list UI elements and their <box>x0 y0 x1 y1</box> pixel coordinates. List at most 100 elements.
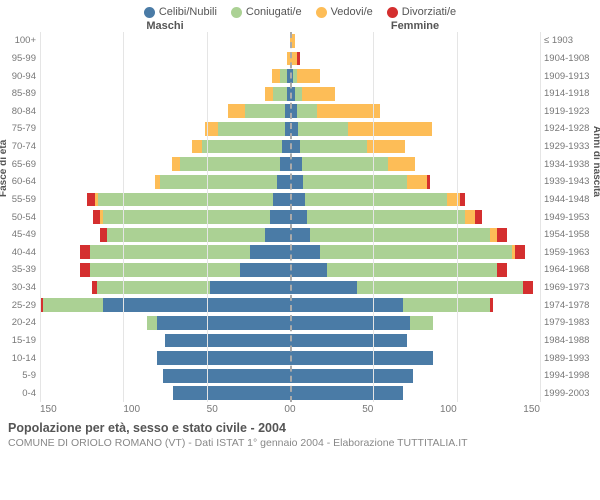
male-header: Maschi <box>0 20 290 32</box>
seg-widowed <box>272 69 280 83</box>
age-label: 15-19 <box>0 332 40 350</box>
bar-row <box>40 261 290 279</box>
legend: Celibi/NubiliConiugati/eVedovi/eDivorzia… <box>0 0 600 20</box>
year-label: 1949-1953 <box>540 208 600 226</box>
seg-widowed <box>388 157 415 171</box>
bar-row <box>290 314 540 332</box>
seg-married <box>147 316 157 330</box>
seg-married <box>43 298 103 312</box>
gender-headers: Maschi Femmine <box>0 20 600 32</box>
x-tick: 100 <box>123 404 140 415</box>
legend-label: Celibi/Nubili <box>159 6 217 18</box>
year-label: 1974-1978 <box>540 296 600 314</box>
seg-widowed <box>407 175 427 189</box>
seg-married <box>90 263 240 277</box>
legend-swatch <box>231 7 242 18</box>
seg-single <box>282 140 290 154</box>
seg-single <box>163 369 290 383</box>
seg-single <box>290 281 357 295</box>
bars-area <box>40 32 540 402</box>
seg-widowed <box>228 104 245 118</box>
bar-row <box>290 367 540 385</box>
bar-row <box>290 279 540 297</box>
age-label: 35-39 <box>0 261 40 279</box>
year-label: 1989-1993 <box>540 349 600 367</box>
seg-widowed <box>265 87 273 101</box>
bar-row <box>290 226 540 244</box>
seg-widowed <box>490 228 497 242</box>
seg-divorced <box>80 245 90 259</box>
bar-row <box>40 138 290 156</box>
year-label: 1909-1913 <box>540 67 600 85</box>
bar-row <box>40 120 290 138</box>
x-axis: 050100150 050100150 <box>40 404 540 415</box>
bar-row <box>290 67 540 85</box>
chart-subtitle: COMUNE DI ORIOLO ROMANO (VT) - Dati ISTA… <box>8 437 592 449</box>
seg-divorced <box>100 228 107 242</box>
bar-row <box>40 296 290 314</box>
grid-line <box>123 32 124 402</box>
seg-widowed <box>172 157 180 171</box>
year-label: 1904-1908 <box>540 50 600 68</box>
seg-single <box>210 281 290 295</box>
bar-row <box>40 85 290 103</box>
year-label: 1994-1998 <box>540 367 600 385</box>
legend-label: Vedovi/e <box>331 6 373 18</box>
bar-row <box>40 226 290 244</box>
year-label: 1919-1923 <box>540 103 600 121</box>
seg-widowed <box>465 210 475 224</box>
seg-married <box>180 157 280 171</box>
legend-item: Vedovi/e <box>316 6 373 18</box>
legend-item: Divorziati/e <box>387 6 456 18</box>
seg-widowed <box>297 69 320 83</box>
x-tick: 50 <box>362 404 373 415</box>
seg-single <box>290 386 403 400</box>
bar-row <box>290 191 540 209</box>
grid-line <box>540 32 541 402</box>
year-label: 1969-1973 <box>540 279 600 297</box>
bar-row <box>40 349 290 367</box>
seg-divorced <box>475 210 482 224</box>
year-axis: ≤ 19031904-19081909-19131914-19181919-19… <box>540 32 600 402</box>
bar-row <box>40 173 290 191</box>
seg-widowed <box>192 140 202 154</box>
seg-single <box>280 157 290 171</box>
seg-single <box>290 334 407 348</box>
seg-married <box>310 228 490 242</box>
bar-row <box>290 208 540 226</box>
bar-row <box>290 103 540 121</box>
seg-widowed <box>447 193 460 207</box>
seg-married <box>410 316 433 330</box>
seg-married <box>103 210 270 224</box>
seg-married <box>245 104 285 118</box>
seg-single <box>103 298 290 312</box>
age-label: 95-99 <box>0 50 40 68</box>
seg-married <box>307 210 465 224</box>
bar-row <box>290 32 540 50</box>
bar-row <box>40 367 290 385</box>
bar-row <box>40 208 290 226</box>
year-label: 1984-1988 <box>540 332 600 350</box>
seg-married <box>280 69 287 83</box>
bar-row <box>290 332 540 350</box>
grid-line <box>207 32 208 402</box>
seg-single <box>157 351 290 365</box>
seg-divorced <box>497 228 507 242</box>
seg-divorced <box>460 193 465 207</box>
year-label: 1964-1968 <box>540 261 600 279</box>
seg-single <box>290 210 307 224</box>
bar-row <box>290 120 540 138</box>
x-tick: 0 <box>290 404 296 415</box>
seg-divorced <box>297 52 300 66</box>
age-label: 80-84 <box>0 103 40 121</box>
year-label: ≤ 1903 <box>540 32 600 50</box>
seg-single <box>290 245 320 259</box>
seg-married <box>90 245 250 259</box>
seg-single <box>290 193 305 207</box>
chart-title: Popolazione per età, sesso e stato civil… <box>8 421 592 435</box>
legend-label: Divorziati/e <box>402 6 456 18</box>
seg-single <box>290 369 413 383</box>
bar-row <box>40 103 290 121</box>
year-label: 1999-2003 <box>540 385 600 403</box>
legend-swatch <box>387 7 398 18</box>
